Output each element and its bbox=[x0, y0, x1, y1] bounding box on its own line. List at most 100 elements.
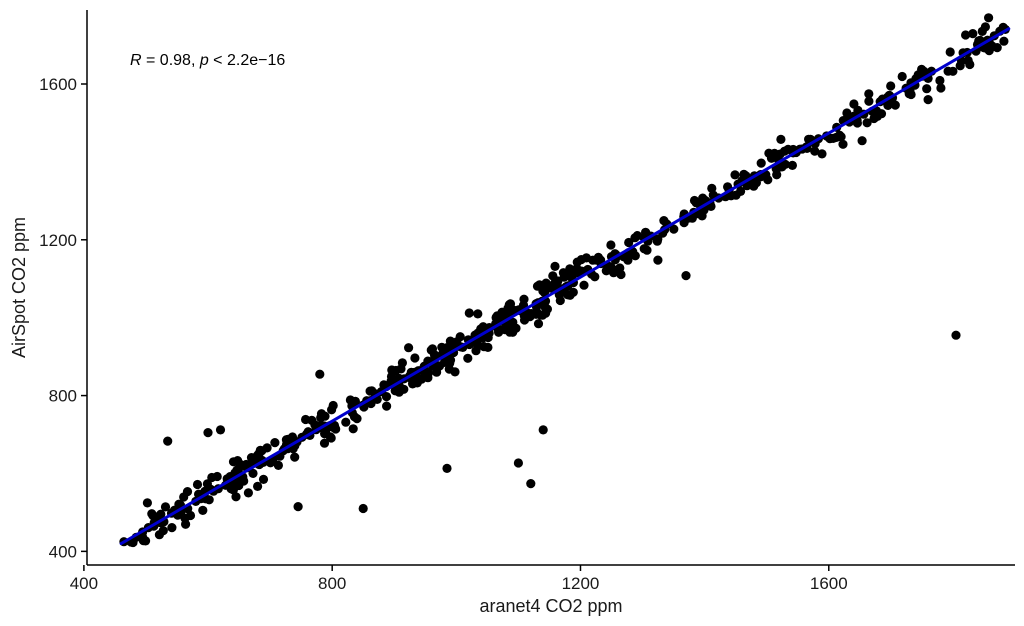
scatter-point bbox=[258, 474, 269, 484]
axes-layer: 400 800 1200 1600 400 800 1200 1600 bbox=[39, 10, 1015, 593]
scatter-point bbox=[163, 436, 173, 446]
scatter-point bbox=[825, 134, 835, 144]
regression-line bbox=[119, 27, 1011, 546]
scatter-point bbox=[174, 499, 184, 509]
scatter-point bbox=[450, 367, 460, 377]
scatter-point bbox=[838, 139, 848, 149]
scatter-point bbox=[160, 502, 171, 512]
scatter-point bbox=[681, 271, 691, 281]
scatter-point bbox=[382, 401, 392, 411]
scatter-point bbox=[922, 84, 932, 94]
scatter-point bbox=[653, 234, 663, 244]
scatter-point bbox=[588, 255, 598, 265]
scatter-point bbox=[936, 83, 946, 93]
scatter-point bbox=[540, 302, 550, 312]
scatter-point bbox=[203, 428, 213, 438]
x-tick-label: 1600 bbox=[810, 574, 848, 593]
annotation-p-value: < 2.2e−16 bbox=[209, 52, 286, 69]
scatter-point bbox=[341, 417, 351, 427]
scatter-point bbox=[563, 290, 573, 300]
scatter-point bbox=[442, 463, 452, 473]
scatter-point bbox=[241, 459, 251, 470]
scatter-point bbox=[316, 409, 327, 419]
scatter-point bbox=[301, 414, 311, 425]
scatter-point bbox=[787, 160, 798, 170]
scatter-point bbox=[138, 532, 148, 542]
scatter-point bbox=[864, 96, 874, 106]
scatter-point bbox=[817, 149, 827, 159]
scatter-point bbox=[212, 471, 222, 482]
scatter-point bbox=[857, 136, 867, 146]
scatter-point bbox=[396, 364, 406, 374]
scatter-point bbox=[399, 384, 409, 394]
scatter-point bbox=[243, 488, 253, 498]
scatter-point bbox=[426, 345, 436, 355]
y-ticks: 400 800 1200 1600 bbox=[39, 75, 87, 561]
scatter-point bbox=[270, 438, 280, 448]
scatter-point bbox=[639, 244, 649, 254]
scatter-point bbox=[404, 343, 414, 353]
scatter-point bbox=[951, 330, 961, 340]
scatter-point bbox=[538, 425, 548, 435]
scatter-point bbox=[473, 309, 483, 319]
scatter-point bbox=[283, 434, 293, 444]
scatter-point bbox=[842, 108, 852, 118]
scatter-point bbox=[698, 193, 708, 203]
scatter-point bbox=[984, 13, 994, 23]
scatter-point bbox=[777, 162, 787, 172]
scatter-point bbox=[381, 392, 392, 402]
scatter-point bbox=[869, 113, 879, 124]
scatter-point bbox=[606, 262, 616, 272]
annotation-p-symbol: p bbox=[199, 52, 209, 69]
scatter-point bbox=[533, 319, 544, 329]
scatter-point bbox=[358, 503, 368, 514]
scatter-point bbox=[329, 420, 340, 431]
scatter-point bbox=[390, 386, 400, 396]
scatter-point bbox=[669, 224, 679, 234]
scatter-point bbox=[253, 481, 263, 491]
scatter-point bbox=[766, 153, 777, 163]
scatter-point bbox=[534, 280, 545, 290]
scatter-point bbox=[653, 255, 663, 265]
scatter-point bbox=[783, 144, 793, 154]
scatter-point bbox=[632, 231, 643, 241]
scatter-point bbox=[142, 498, 152, 508]
scatter-point bbox=[890, 100, 900, 110]
scatter-point bbox=[558, 268, 569, 278]
scatter-point bbox=[736, 186, 746, 196]
scatter-point bbox=[231, 492, 241, 502]
scatter-point bbox=[923, 95, 933, 105]
scatter-point bbox=[198, 505, 208, 515]
scatter-point bbox=[864, 89, 874, 99]
scatter-point bbox=[365, 386, 375, 396]
scatter-point bbox=[526, 479, 536, 489]
scatter-point bbox=[606, 240, 616, 250]
scatter-point bbox=[849, 99, 859, 109]
scatter-point bbox=[945, 47, 955, 57]
scatter-point bbox=[531, 309, 541, 319]
scatter-point bbox=[185, 510, 196, 521]
scatter-point bbox=[472, 340, 483, 350]
scatter-point bbox=[265, 458, 276, 468]
scatter-point bbox=[810, 146, 820, 156]
scatter-point bbox=[503, 303, 513, 313]
annotation-r-value: = 0.98, bbox=[142, 52, 200, 69]
scatter-point bbox=[550, 278, 560, 288]
scatter-point bbox=[615, 263, 625, 273]
scatter-point bbox=[641, 227, 651, 237]
scatter-point bbox=[315, 369, 325, 379]
scatter-point bbox=[968, 28, 978, 39]
scatter-point bbox=[756, 158, 766, 168]
x-ticks: 400 800 1200 1600 bbox=[70, 565, 848, 593]
scatter-point bbox=[350, 396, 360, 406]
scatter-point bbox=[379, 380, 389, 390]
scatter-point bbox=[876, 109, 887, 119]
correlation-annotation: R = 0.98, p < 2.2e−16 bbox=[130, 52, 285, 69]
scatter-point bbox=[234, 480, 244, 491]
y-tick-label: 1200 bbox=[39, 231, 77, 250]
scatter-point bbox=[500, 322, 510, 332]
scatter-point bbox=[862, 118, 872, 128]
scatter-point bbox=[319, 438, 330, 448]
scatter-point bbox=[387, 365, 397, 375]
